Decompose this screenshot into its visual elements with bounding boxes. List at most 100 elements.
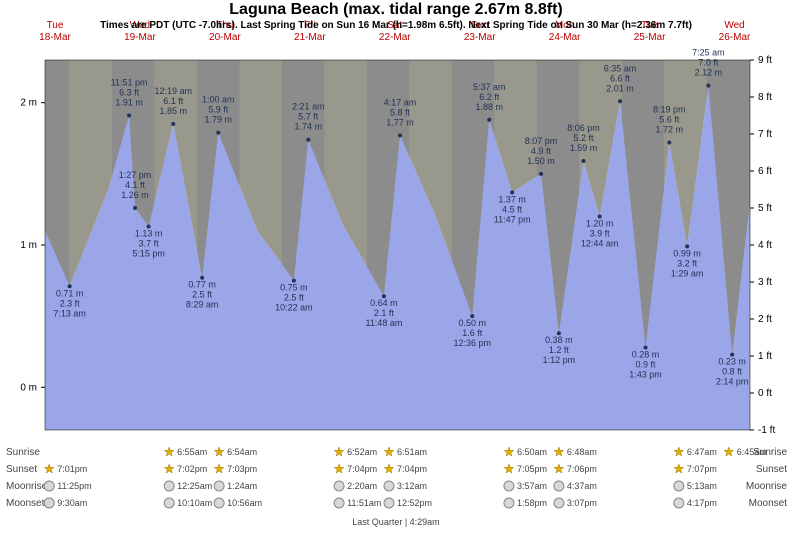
sunset-val: 7:01pm — [57, 464, 87, 474]
tide-label: 6.6 ft — [610, 73, 631, 83]
moon-icon — [44, 498, 54, 508]
tide-label: 5.9 ft — [208, 105, 229, 115]
tide-label: 1:12 pm — [543, 355, 576, 365]
tide-label: 2.3 ft — [60, 298, 81, 308]
y-left-tick: 0 m — [20, 382, 37, 393]
tide-point — [539, 172, 543, 176]
moon-icon — [164, 498, 174, 508]
row-label-right: Moonrise — [746, 481, 788, 492]
tide-label: 1.59 m — [570, 143, 598, 153]
tide-label: 2.5 ft — [192, 290, 213, 300]
moon-phase-label: Last Quarter | 4:29am — [352, 517, 439, 527]
tide-label: 8:29 am — [186, 300, 219, 310]
star-icon — [674, 464, 684, 473]
tide-label: 12:36 pm — [453, 338, 491, 348]
day-header-dow: Wed — [724, 20, 744, 31]
tide-label: 1:00 am — [202, 95, 235, 105]
tide-point — [398, 133, 402, 137]
tide-label: 12:19 am — [154, 86, 192, 96]
moonset-val: 3:07pm — [567, 498, 597, 508]
sunrise-val: 6:50am — [517, 447, 547, 457]
tide-point — [306, 138, 310, 142]
row-label-left: Moonrise — [6, 481, 48, 492]
tide-label: 1.13 m — [135, 229, 163, 239]
tide-label: 2:14 pm — [716, 377, 749, 387]
star-icon — [554, 447, 564, 456]
day-header-date: 18-Mar — [39, 32, 71, 43]
tide-label: 12:44 am — [581, 239, 619, 249]
y-right-tick: 4 ft — [758, 240, 772, 251]
moon-icon — [504, 481, 514, 491]
y-right-tick: 5 ft — [758, 203, 772, 214]
tide-label: 5.6 ft — [659, 115, 680, 125]
tide-label: 3.9 ft — [590, 229, 611, 239]
tide-label: 1.50 m — [527, 156, 555, 166]
moon-icon — [554, 498, 564, 508]
moonset-val: 4:17pm — [687, 498, 717, 508]
tide-label: 7.0 ft — [698, 58, 719, 68]
tide-point — [487, 118, 491, 122]
y-left-tick: 1 m — [20, 240, 37, 251]
sunset-val: 7:06pm — [567, 464, 597, 474]
tide-label: 10:22 am — [275, 303, 313, 313]
tide-label: 4.9 ft — [531, 146, 552, 156]
moonrise-val: 11:25pm — [57, 481, 91, 491]
sunrise-val: 6:48am — [567, 447, 597, 457]
tide-label: 2.01 m — [606, 83, 634, 93]
star-icon — [384, 464, 394, 473]
day-header-date: 21-Mar — [294, 32, 326, 43]
star-icon — [214, 447, 224, 456]
moonrise-val: 3:57am — [517, 481, 547, 491]
tide-label: 0.28 m — [632, 349, 660, 359]
tide-label: 1.74 m — [295, 122, 323, 132]
moon-icon — [214, 481, 224, 491]
tide-label: 5.7 ft — [298, 112, 319, 122]
row-label-left: Moonset — [6, 498, 45, 509]
y-right-tick: 7 ft — [758, 129, 772, 140]
tide-point — [171, 122, 175, 126]
star-icon — [334, 464, 344, 473]
moonset-val: 10:10am — [177, 498, 212, 508]
tide-point — [706, 84, 710, 88]
tide-label: 0.9 ft — [636, 359, 657, 369]
tide-label: 0.38 m — [545, 335, 573, 345]
tide-label: 1.88 m — [475, 102, 503, 112]
y-right-tick: -1 ft — [758, 425, 775, 436]
tide-label: 2.12 m — [695, 68, 723, 78]
moonset-val: 11:51am — [347, 498, 381, 508]
star-icon — [504, 447, 514, 456]
tide-label: 1:27 pm — [119, 170, 152, 180]
star-icon — [504, 464, 514, 473]
sunrise-val: 6:51am — [397, 447, 427, 457]
tide-label: 6.2 ft — [479, 92, 500, 102]
star-icon — [164, 464, 174, 473]
y-right-tick: 3 ft — [758, 277, 772, 288]
moon-icon — [214, 498, 224, 508]
tide-label: 0.75 m — [280, 283, 308, 293]
moonset-val: 1:58pm — [517, 498, 547, 508]
tide-label: 5.8 ft — [390, 107, 411, 117]
moonset-val: 12:52pm — [397, 498, 432, 508]
tide-label: 0.64 m — [370, 298, 398, 308]
tide-label: 6.3 ft — [119, 88, 140, 98]
tide-label: 1.20 m — [586, 219, 614, 229]
y-left-tick: 2 m — [20, 98, 37, 109]
moonrise-val: 2:20am — [347, 481, 377, 491]
sunset-val: 7:02pm — [177, 464, 207, 474]
tide-label: 3.7 ft — [139, 239, 160, 249]
tide-label: 4.5 ft — [502, 204, 523, 214]
moonrise-val: 3:12am — [397, 481, 427, 491]
tide-label: 0.23 m — [718, 357, 746, 367]
moonrise-val: 4:37am — [567, 481, 597, 491]
sunset-val: 7:05pm — [517, 464, 547, 474]
sunset-val: 7:03pm — [227, 464, 257, 474]
tide-label: 1.26 m — [121, 190, 149, 200]
moonrise-val: 12:25am — [177, 481, 212, 491]
tide-label: 1.91 m — [115, 98, 143, 108]
day-header-date: 25-Mar — [634, 32, 666, 43]
moon-icon — [554, 481, 564, 491]
moonrise-val: 1:24am — [227, 481, 257, 491]
day-header-date: 23-Mar — [464, 32, 496, 43]
tide-label: 1.72 m — [656, 125, 684, 135]
tide-label: 1.2 ft — [549, 345, 570, 355]
